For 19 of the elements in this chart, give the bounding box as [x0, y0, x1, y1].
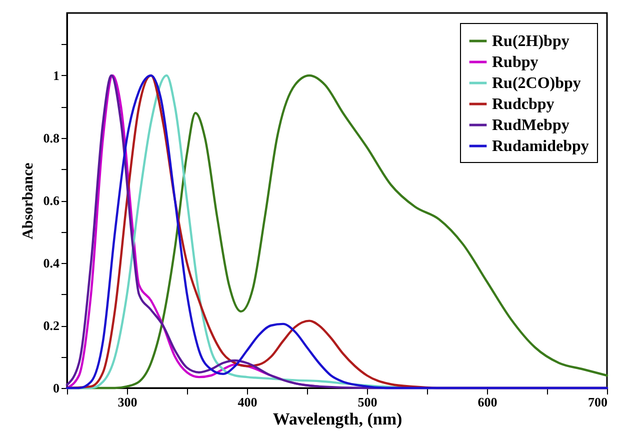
y-tick-label: 0 [53, 380, 60, 396]
y-tick-label: 0.4 [43, 256, 60, 270]
legend-label: Ru(2H)bpy [492, 33, 570, 50]
y-tick-label: 1 [53, 68, 60, 83]
legend-label: Ru(2CO)bpy [492, 75, 581, 92]
legend-label: Rubpy [492, 54, 538, 71]
x-tick-label: 700 [588, 394, 608, 410]
x-tick-label: 400 [238, 394, 258, 410]
y-tick-label: 0.8 [43, 130, 60, 146]
x-tick-label: 600 [478, 394, 498, 410]
legend-label: Rudamidebpy [492, 138, 589, 155]
y-tick-label: 0.6 [43, 193, 60, 208]
y-tick-label: 0.2 [43, 318, 60, 333]
legend-label: Rudcbpy [492, 96, 554, 113]
legend-label: RudMebpy [492, 117, 570, 134]
y-axis-title: Absorbance [20, 162, 36, 240]
x-axis-title: Wavelength, (nm) [272, 410, 402, 428]
x-tick-label: 500 [358, 394, 378, 410]
x-tick-label: 300 [118, 394, 138, 410]
